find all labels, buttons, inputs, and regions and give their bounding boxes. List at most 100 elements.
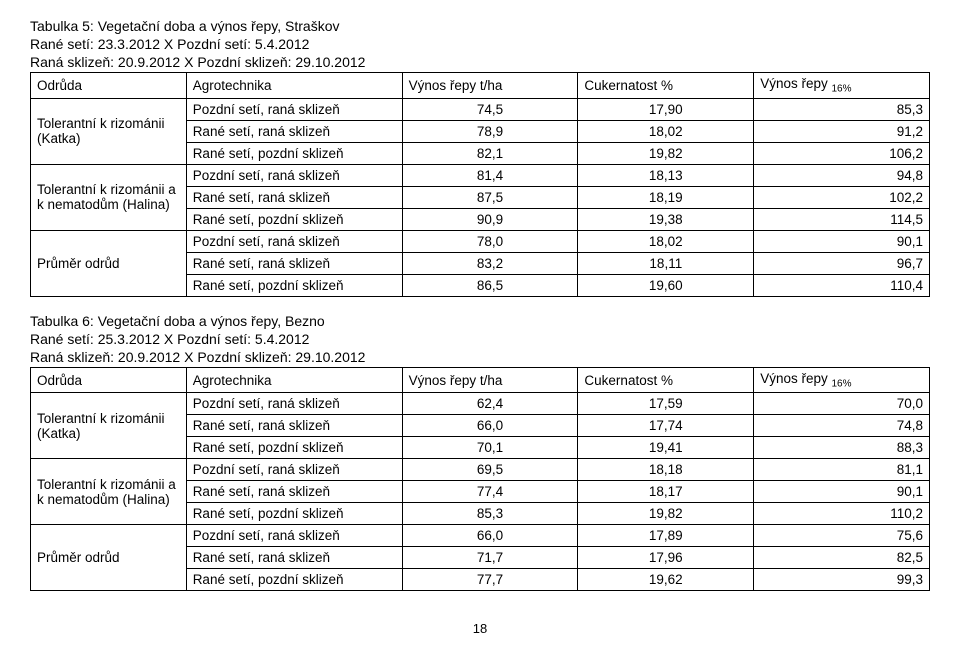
cukr-cell: 19,82 (578, 142, 754, 164)
cukr-cell: 17,59 (578, 393, 754, 415)
vynos16-cell: 85,3 (754, 98, 930, 120)
agro-cell: Pozdní setí, raná sklizeň (186, 230, 402, 252)
vynos16-cell: 90,1 (754, 481, 930, 503)
th-agro: Agrotechnika (186, 73, 402, 99)
table6-line2: Rané setí: 25.3.2012 X Pozdní setí: 5.4.… (30, 331, 930, 347)
vynos16-cell: 114,5 (754, 208, 930, 230)
vynos16-cell: 82,5 (754, 547, 930, 569)
vynos-cell: 74,5 (402, 98, 578, 120)
vynos16-cell: 90,1 (754, 230, 930, 252)
vynos16-cell: 75,6 (754, 525, 930, 547)
vynos-cell: 83,2 (402, 252, 578, 274)
table5: Odrůda Agrotechnika Výnos řepy t/ha Cuke… (30, 72, 930, 297)
agro-cell: Pozdní setí, raná sklizeň (186, 459, 402, 481)
vynos-cell: 78,9 (402, 120, 578, 142)
vynos-cell: 86,5 (402, 274, 578, 296)
agro-cell: Rané setí, raná sklizeň (186, 186, 402, 208)
vynos-cell: 87,5 (402, 186, 578, 208)
th-vynos16-sub: 16% (832, 84, 852, 95)
vynos-cell: 90,9 (402, 208, 578, 230)
group-cell: Tolerantní k rizománii (Katka) (31, 98, 187, 164)
cukr-cell: 19,38 (578, 208, 754, 230)
cukr-cell: 18,13 (578, 164, 754, 186)
table6-header-row: Odrůda Agrotechnika Výnos řepy t/ha Cuke… (31, 367, 930, 393)
cukr-cell: 17,96 (578, 547, 754, 569)
agro-cell: Rané setí, raná sklizeň (186, 547, 402, 569)
th-vynos16: Výnos řepy 16% (754, 367, 930, 393)
table-row: Tolerantní k rizománii (Katka)Pozdní set… (31, 393, 930, 415)
cukr-cell: 18,18 (578, 459, 754, 481)
agro-cell: Rané setí, pozdní sklizeň (186, 142, 402, 164)
cukr-cell: 17,89 (578, 525, 754, 547)
agro-cell: Pozdní setí, raná sklizeň (186, 393, 402, 415)
vynos-cell: 71,7 (402, 547, 578, 569)
vynos-cell: 70,1 (402, 437, 578, 459)
th-vynos: Výnos řepy t/ha (402, 73, 578, 99)
group-cell: Tolerantní k rizománii a k nematodům (Ha… (31, 164, 187, 230)
vynos16-cell: 70,0 (754, 393, 930, 415)
th-vynos16-sub: 16% (832, 378, 852, 389)
vynos-cell: 66,0 (402, 525, 578, 547)
table6-line3: Raná sklizeň: 20.9.2012 X Pozdní sklizeň… (30, 349, 930, 365)
vynos-cell: 69,5 (402, 459, 578, 481)
group-cell: Průměr odrůd (31, 525, 187, 591)
group-cell: Průměr odrůd (31, 230, 187, 296)
group-cell: Tolerantní k rizománii a k nematodům (Ha… (31, 459, 187, 525)
agro-cell: Pozdní setí, raná sklizeň (186, 164, 402, 186)
vynos16-cell: 106,2 (754, 142, 930, 164)
agro-cell: Pozdní setí, raná sklizeň (186, 525, 402, 547)
cukr-cell: 18,17 (578, 481, 754, 503)
vynos16-cell: 102,2 (754, 186, 930, 208)
cukr-cell: 19,62 (578, 569, 754, 591)
cukr-cell: 18,02 (578, 230, 754, 252)
th-odruda: Odrůda (31, 367, 187, 393)
vynos16-cell: 96,7 (754, 252, 930, 274)
th-vynos16-text: Výnos řepy (760, 371, 831, 386)
agro-cell: Pozdní setí, raná sklizeň (186, 98, 402, 120)
agro-cell: Rané setí, pozdní sklizeň (186, 208, 402, 230)
table-row: Tolerantní k rizománii a k nematodům (Ha… (31, 459, 930, 481)
agro-cell: Rané setí, raná sklizeň (186, 481, 402, 503)
vynos-cell: 85,3 (402, 503, 578, 525)
table5-line2: Rané setí: 23.3.2012 X Pozdní setí: 5.4.… (30, 36, 930, 52)
table5-line3: Raná sklizeň: 20.9.2012 X Pozdní sklizeň… (30, 54, 930, 70)
th-cukr: Cukernatost % (578, 73, 754, 99)
table6-title: Tabulka 6: Vegetační doba a výnos řepy, … (30, 313, 930, 329)
th-agro: Agrotechnika (186, 367, 402, 393)
vynos-cell: 78,0 (402, 230, 578, 252)
agro-cell: Rané setí, pozdní sklizeň (186, 274, 402, 296)
cukr-cell: 18,02 (578, 120, 754, 142)
agro-cell: Rané setí, pozdní sklizeň (186, 503, 402, 525)
vynos-cell: 77,7 (402, 569, 578, 591)
agro-cell: Rané setí, raná sklizeň (186, 120, 402, 142)
agro-cell: Rané setí, raná sklizeň (186, 252, 402, 274)
vynos16-cell: 88,3 (754, 437, 930, 459)
th-vynos16-text: Výnos řepy (760, 76, 831, 91)
th-vynos16: Výnos řepy 16% (754, 73, 930, 99)
th-vynos: Výnos řepy t/ha (402, 367, 578, 393)
vynos-cell: 62,4 (402, 393, 578, 415)
vynos16-cell: 81,1 (754, 459, 930, 481)
th-cukr: Cukernatost % (578, 367, 754, 393)
vynos16-cell: 94,8 (754, 164, 930, 186)
cukr-cell: 18,19 (578, 186, 754, 208)
cukr-cell: 19,60 (578, 274, 754, 296)
vynos-cell: 82,1 (402, 142, 578, 164)
table-row: Průměr odrůdPozdní setí, raná sklizeň66,… (31, 525, 930, 547)
vynos-cell: 81,4 (402, 164, 578, 186)
table5-title: Tabulka 5: Vegetační doba a výnos řepy, … (30, 18, 930, 34)
vynos16-cell: 110,2 (754, 503, 930, 525)
vynos-cell: 66,0 (402, 415, 578, 437)
vynos16-cell: 110,4 (754, 274, 930, 296)
agro-cell: Rané setí, pozdní sklizeň (186, 437, 402, 459)
table-row: Průměr odrůdPozdní setí, raná sklizeň78,… (31, 230, 930, 252)
cukr-cell: 17,74 (578, 415, 754, 437)
agro-cell: Rané setí, raná sklizeň (186, 415, 402, 437)
cukr-cell: 19,41 (578, 437, 754, 459)
cukr-cell: 18,11 (578, 252, 754, 274)
table5-header-row: Odrůda Agrotechnika Výnos řepy t/ha Cuke… (31, 73, 930, 99)
vynos16-cell: 99,3 (754, 569, 930, 591)
table-row: Tolerantní k rizománii (Katka)Pozdní set… (31, 98, 930, 120)
vynos16-cell: 91,2 (754, 120, 930, 142)
table6: Odrůda Agrotechnika Výnos řepy t/ha Cuke… (30, 367, 930, 592)
